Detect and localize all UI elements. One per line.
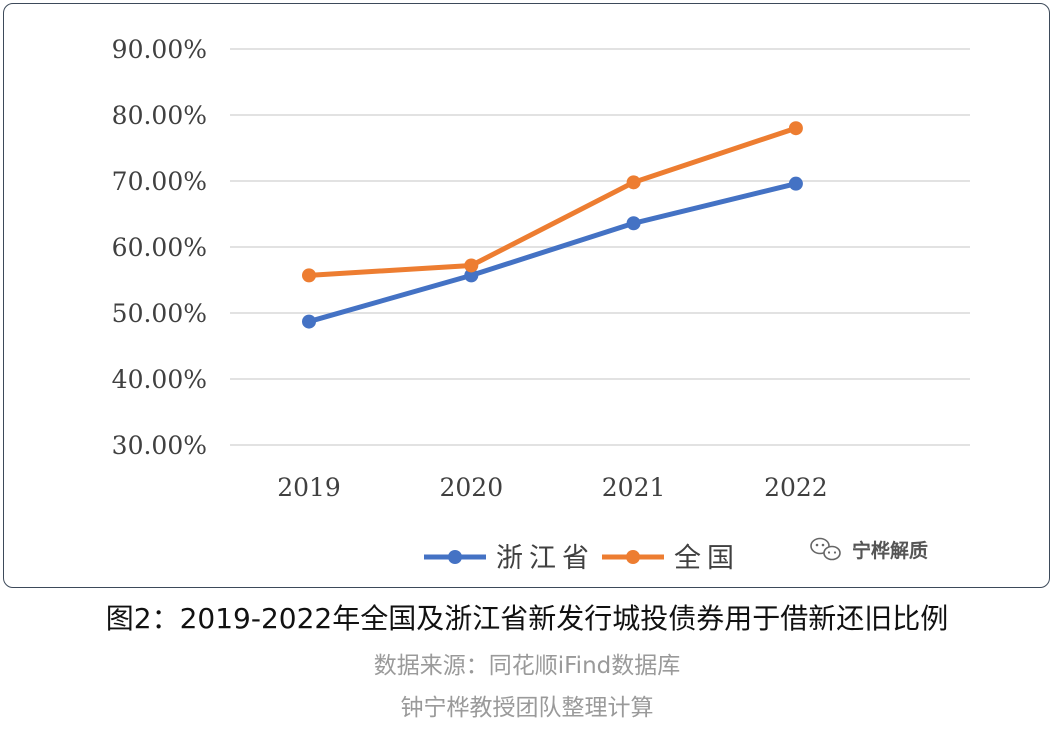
- x-tick-label: 2020: [439, 473, 503, 502]
- data-point: [464, 268, 479, 283]
- data-point: [626, 216, 641, 231]
- x-tick-label: 2019: [277, 473, 341, 502]
- wechat-icon: [810, 537, 841, 561]
- line-chart: 30.00% 40.00% 50.00% 60.00% 70.00% 80.00% 90.0…: [112, 35, 970, 574]
- data-point: [302, 314, 316, 329]
- credit-line: 钟宁桦教授团队整理计算: [400, 695, 654, 721]
- series-lines: [302, 121, 803, 329]
- data-point: [788, 176, 803, 191]
- watermark-text: 宁桦解质: [852, 539, 928, 562]
- chart-frame: [3, 3, 1050, 588]
- legend-label: 全国: [674, 543, 740, 574]
- data-point: [464, 258, 479, 273]
- legend-swatch-marker: [626, 550, 640, 564]
- legend-swatch-marker: [448, 550, 462, 564]
- y-axis-ticks: 30.00% 40.00% 50.00% 60.00% 70.00% 80.00% 90.0…: [112, 35, 207, 460]
- data-point: [626, 175, 641, 190]
- data-source: 数据来源：同花顺iFind数据库: [373, 653, 681, 679]
- figure-caption: 图2：2019-2022年全国及浙江省新发行城投债券用于借新还旧比例: [105, 602, 949, 635]
- y-tick-label: 80.00%: [112, 101, 207, 130]
- data-point: [302, 268, 316, 283]
- legend-label: 浙江省: [496, 543, 595, 574]
- y-tick-label: 60.00%: [112, 233, 207, 262]
- gridlines: [230, 48, 970, 446]
- y-tick-label: 50.00%: [112, 299, 207, 328]
- watermark-group: 宁桦解质: [810, 537, 928, 562]
- series-line-0: [306, 181, 799, 325]
- series-line-1: [306, 125, 799, 278]
- x-tick-label: 2021: [602, 473, 666, 502]
- y-tick-label: 70.00%: [112, 167, 207, 196]
- y-tick-label: 90.00%: [112, 35, 207, 64]
- y-tick-label: 30.00%: [112, 431, 207, 460]
- data-point: [788, 121, 803, 136]
- y-tick-label: 40.00%: [112, 365, 207, 394]
- x-axis-ticks: 2019 2020 2021 2022: [277, 473, 828, 502]
- legend: 浙江省 全国: [424, 543, 740, 574]
- x-tick-label: 2022: [764, 473, 828, 502]
